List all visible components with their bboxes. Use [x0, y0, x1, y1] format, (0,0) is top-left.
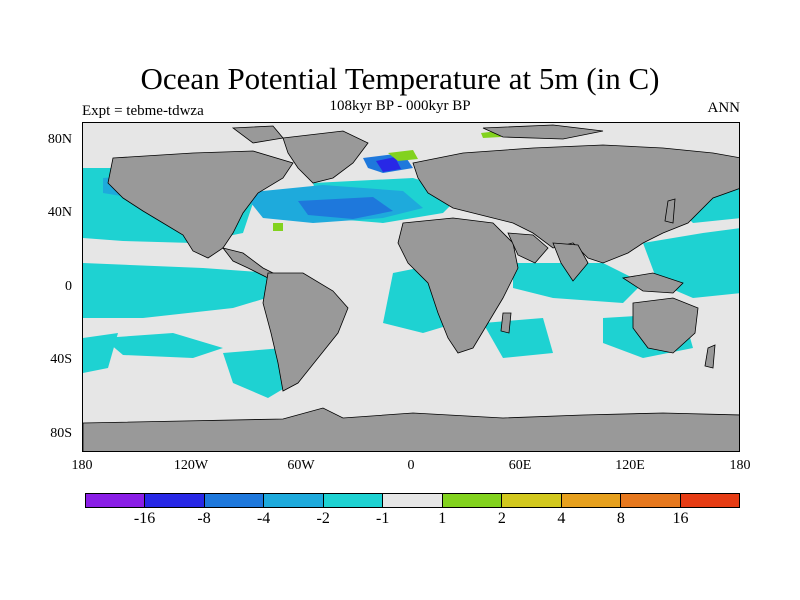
- colorbar-swatch: [680, 494, 739, 507]
- colorbar-swatch: [264, 494, 324, 507]
- colorbar-label: 4: [557, 510, 566, 527]
- colorbar-swatch: [442, 494, 503, 507]
- colorbar-swatch: [204, 494, 265, 507]
- lat-label-80n: 80N: [47, 132, 72, 147]
- colorbar-label: -1: [376, 510, 390, 527]
- colorbar-label: 1: [438, 510, 447, 527]
- colorbar-label: 16: [672, 510, 689, 527]
- colorbar-swatch: [502, 494, 562, 507]
- colorbar-swatch: [561, 494, 622, 507]
- lat-label-40s: 40S: [50, 352, 72, 367]
- colorbar-label: -8: [197, 510, 211, 527]
- colorbar-label: -4: [256, 510, 271, 527]
- colorbar-swatch: [86, 494, 146, 507]
- lon-label-60w: 60W: [287, 458, 315, 473]
- season-label: ANN: [707, 100, 741, 116]
- colorbar-swatch: [383, 494, 443, 507]
- plot-title: Ocean Potential Temperature at 5m (in C): [140, 61, 660, 96]
- colorbar-swatch: [323, 494, 384, 507]
- lon-label-180e: 180: [729, 458, 751, 473]
- lon-label-120e: 120E: [615, 458, 645, 473]
- anomaly-cool-4: [376, 157, 401, 172]
- map-panel: [82, 122, 740, 452]
- anomaly-warm-1: [273, 131, 501, 231]
- colorbar-label: 2: [497, 510, 506, 527]
- colorbar-label: -2: [316, 510, 330, 527]
- colorbar-label: -16: [133, 510, 156, 527]
- world-map: [83, 124, 739, 451]
- lon-label-0: 0: [407, 458, 415, 473]
- lon-label-120w: 120W: [173, 458, 209, 473]
- lat-label-80s: 80S: [50, 426, 72, 441]
- colorbar-label: 8: [616, 510, 625, 527]
- colorbar-swatch: [621, 494, 681, 507]
- lat-label-40n: 40N: [47, 205, 72, 220]
- colorbar-swatch: [145, 494, 205, 507]
- lat-label-0: 0: [65, 279, 72, 294]
- plot-subtitle: 108kyr BP - 000kyr BP: [329, 98, 471, 114]
- colorbar: [85, 493, 740, 508]
- land-masses: [83, 124, 739, 451]
- lon-label-60e: 60E: [508, 458, 532, 473]
- lon-label-180w: 180: [71, 458, 93, 473]
- experiment-label: Expt = tebme-tdwza: [82, 103, 204, 119]
